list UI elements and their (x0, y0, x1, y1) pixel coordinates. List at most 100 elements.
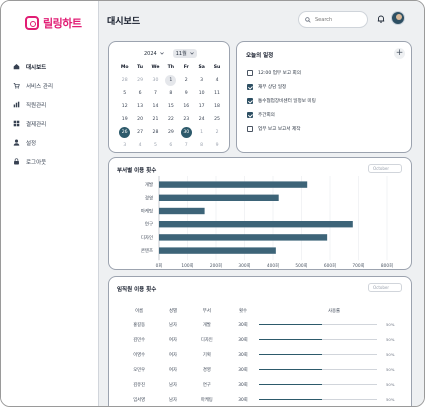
user-avatar[interactable] (391, 11, 405, 25)
search-box[interactable] (298, 11, 368, 28)
month-label: 11월 (175, 51, 187, 57)
calendar-day[interactable]: 10 (198, 91, 205, 96)
month-select[interactable]: 11월 (172, 49, 197, 58)
bar-마케팅[interactable] (159, 207, 205, 215)
table-row[interactable]: 김유진 남자 연구 30회 50% (119, 377, 409, 392)
x-tick-label: 200회 (210, 262, 222, 269)
bar-콘텐츠[interactable] (159, 247, 276, 254)
calendar-week-row: 3 4 5 6 7 8 9 (117, 139, 225, 152)
sidebar-item-grid[interactable]: 결제관리 (11, 114, 93, 133)
calendar-day[interactable]: 18 (214, 104, 220, 109)
calendar-day[interactable]: 15 (167, 104, 174, 109)
sidebar-item-user[interactable]: 설정 (11, 133, 93, 152)
calendar-day[interactable]: 23 (183, 117, 190, 122)
calendar-day[interactable]: 30 (152, 78, 159, 83)
calendar-day[interactable]: 1 (200, 130, 204, 135)
calendar-day[interactable]: 7 (154, 91, 157, 96)
calendar-day[interactable]: 2 (184, 78, 188, 83)
sidebar-item-lock[interactable]: 로그아웃 (11, 152, 93, 171)
dept-usage-chart: 0회 100회 200회 300회 400회 500회 600회 700회 800회 개발경영마케… (141, 176, 393, 269)
usage-rate: 50% (259, 352, 409, 357)
usage-percent: 50% (386, 382, 395, 387)
schedule-checkbox[interactable] (247, 126, 253, 132)
add-schedule-button[interactable]: + (394, 48, 405, 59)
calendar-day[interactable]: 5 (123, 91, 127, 96)
calendar-day[interactable]: 26 (119, 127, 131, 138)
calendar-day[interactable]: 6 (169, 143, 173, 148)
cell-dept: 연구 (202, 382, 211, 388)
calendar-day[interactable]: 3 (123, 143, 127, 148)
calendar-day[interactable]: 29 (167, 130, 174, 135)
schedule-card: 오늘의 일정 + 12:00 업무 보고 회의 재무 상담 일정 통수협업장비센터 … (236, 41, 412, 153)
calendar-day[interactable]: 17 (198, 104, 205, 109)
schedule-checkbox[interactable] (247, 84, 253, 90)
usage-percent: 50% (386, 322, 395, 327)
bar-연구[interactable] (159, 221, 353, 228)
calendar-day[interactable]: 2 (215, 130, 219, 135)
table-row[interactable]: 오민우 여자 경영 30회 50% (119, 362, 409, 377)
calendar-day[interactable]: 25 (214, 117, 220, 122)
bar-개발[interactable] (159, 181, 308, 188)
schedule-item: 재무 상담 일정 (247, 80, 316, 94)
weekday-label: Mo (120, 65, 129, 70)
table-row[interactable]: 이영수 여자 기획 30회 50% (119, 347, 409, 362)
cell-dept: 마케팅 (200, 397, 213, 403)
calendar-day[interactable]: 8 (200, 143, 204, 148)
search-icon (305, 16, 311, 23)
calendar-day[interactable]: 24 (198, 117, 205, 122)
calendar-day[interactable]: 14 (152, 104, 159, 109)
calendar-day[interactable]: 6 (138, 91, 142, 96)
schedule-checkbox[interactable] (247, 98, 253, 104)
schedule-checkbox[interactable] (247, 70, 253, 76)
sidebar-item-cart[interactable]: 서비스 관리 (11, 76, 93, 95)
calendar-day[interactable]: 4 (138, 143, 142, 148)
calendar-day[interactable]: 29 (137, 78, 144, 83)
table-row[interactable]: 홍길동 남자 개발 30회 50% (119, 317, 409, 332)
calendar-day[interactable]: 12 (121, 104, 128, 109)
schedule-item: 업무 보고 보고서 제작 (247, 122, 316, 136)
category-label: 개발 (145, 181, 153, 188)
calendar-day[interactable]: 7 (184, 143, 188, 148)
calendar-day[interactable]: 3 (200, 78, 204, 83)
year-select[interactable]: 2024 (141, 50, 167, 58)
bar-디자인[interactable] (159, 234, 328, 241)
calendar-day[interactable]: 28 (121, 78, 128, 83)
calendar-day[interactable]: 13 (137, 104, 144, 109)
search-input[interactable] (315, 16, 363, 23)
cell-name: 홍길동 (133, 322, 146, 328)
calendar-day[interactable]: 1 (165, 75, 177, 86)
calendar-day[interactable]: 27 (137, 130, 144, 135)
bell-icon[interactable] (376, 14, 386, 24)
sidebar-item-label: 결제관리 (26, 121, 47, 128)
weekday-label: Th (167, 65, 175, 70)
calendar-day[interactable]: 16 (183, 104, 190, 109)
month-filter-dropdown[interactable]: October (368, 164, 402, 173)
cell-gender: 여자 (169, 337, 177, 343)
usage-progress-bar (259, 323, 377, 326)
calendar-day[interactable]: 8 (169, 91, 173, 96)
sidebar-item-home[interactable]: 대시보드 (11, 57, 93, 76)
usage-percent: 50% (386, 397, 395, 402)
calendar-day[interactable]: 30 (180, 127, 192, 138)
calendar-day[interactable]: 19 (121, 117, 128, 122)
schedule-checkbox[interactable] (247, 112, 253, 118)
brand-logo[interactable]: 릴링하트 (25, 15, 82, 31)
calendar-day[interactable]: 22 (167, 117, 174, 122)
usage-percent: 50% (386, 367, 395, 372)
calendar-day[interactable]: 28 (152, 130, 159, 135)
calendar-day[interactable]: 21 (152, 117, 159, 122)
table-row[interactable]: 임서영 남자 마케팅 30회 50% (119, 392, 409, 406)
calendar-day[interactable]: 20 (137, 117, 144, 122)
usage-progress-fill (259, 353, 322, 356)
sidebar-item-chart[interactable]: 직원관리 (11, 95, 93, 114)
calendar-day[interactable]: 9 (215, 143, 219, 148)
cell-gender: 남자 (169, 322, 177, 328)
calendar-day[interactable]: 9 (184, 91, 188, 96)
employee-filter-dropdown[interactable]: October (368, 283, 402, 292)
calendar-day[interactable]: 11 (214, 91, 220, 96)
calendar-day[interactable]: 4 (215, 78, 219, 83)
calendar-day[interactable]: 5 (154, 143, 157, 148)
bar-경영[interactable] (159, 194, 279, 201)
table-row[interactable]: 김민수 여자 디자인 30회 50% (119, 332, 409, 347)
